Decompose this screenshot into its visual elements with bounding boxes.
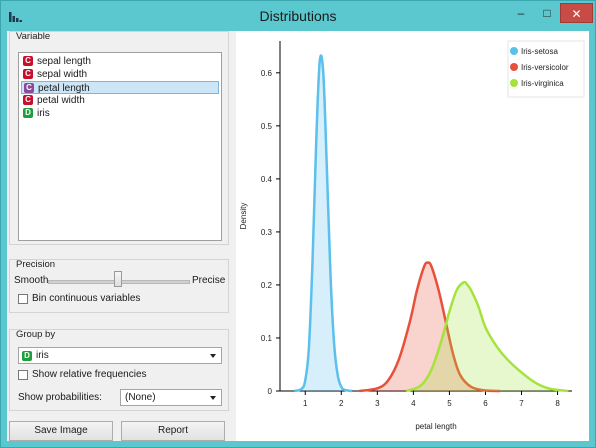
show-probabilities-label: Show probabilities: (18, 392, 102, 403)
title-bar[interactable]: Distributions – □ ✕ (1, 1, 595, 31)
y-tick-label: 0.1 (261, 334, 273, 343)
x-tick-label: 8 (555, 399, 560, 408)
plot-area[interactable]: 0 0.1 0.2 0.3 0.4 0.5 0.6 1 2 3 4 5 6 7 8 petal length D… (236, 31, 589, 441)
series-line-1 (359, 261, 500, 393)
x-tick-label: 3 (375, 399, 380, 408)
legend-marker (510, 63, 518, 71)
report-button[interactable]: Report (121, 421, 225, 441)
relative-frequencies-checkbox[interactable] (18, 370, 28, 380)
x-tick-label: 4 (411, 399, 416, 408)
window-title: Distributions (259, 8, 337, 24)
smooth-label: Smooth (14, 275, 49, 286)
bin-continuous-checkbox[interactable] (18, 294, 28, 304)
chevron-down-icon (210, 354, 216, 358)
series-area-0 (294, 55, 353, 391)
continuous-variable-icon: C (23, 56, 33, 66)
variable-item-petal-width[interactable]: C petal width (21, 94, 219, 107)
y-axis-label: Density (239, 203, 248, 230)
variable-item-iris[interactable]: D iris (21, 107, 219, 120)
y-tick-label: 0.6 (261, 69, 273, 78)
maximize-button[interactable]: □ (543, 6, 551, 20)
variable-item-label: sepal width (37, 69, 88, 80)
y-tick-label: 0.2 (261, 281, 273, 290)
x-axis-label: petal length (415, 422, 456, 431)
variable-item-petal-length[interactable]: C petal length (21, 81, 219, 94)
legend-label: Iris-setosa (521, 47, 558, 56)
legend-label: Iris-versicolor (521, 63, 569, 72)
continuous-variable-icon: C (24, 83, 34, 93)
legend-marker (510, 79, 518, 87)
variable-item-label: petal width (37, 95, 85, 106)
minimize-button[interactable]: – (517, 6, 525, 20)
discrete-variable-icon: D (23, 108, 33, 118)
legend-marker (510, 47, 518, 55)
client-area: Variable C sepal length C sepal width C … (7, 31, 589, 441)
y-tick-label: 0.4 (261, 175, 273, 184)
variable-item-label: sepal length (37, 56, 91, 67)
variable-item-sepal-width[interactable]: C sepal width (21, 68, 219, 81)
variable-list[interactable]: C sepal length C sepal width C petal len… (18, 52, 222, 241)
legend-box (507, 40, 585, 98)
series-area-1 (359, 262, 500, 391)
series-area-2 (406, 282, 569, 391)
x-tick-label: 2 (339, 399, 344, 408)
x-tick-label: 1 (303, 399, 308, 408)
show-probabilities-select[interactable]: (None) (120, 389, 222, 406)
variable-item-sepal-length[interactable]: C sepal length (21, 55, 219, 68)
series-line-0 (294, 54, 353, 393)
continuous-variable-icon: C (23, 95, 33, 105)
group-by-value: iris (36, 350, 49, 361)
precision-group-title: Precision (16, 259, 56, 270)
series-line-2 (405, 280, 569, 393)
y-tick-label: 0.3 (261, 228, 273, 237)
continuous-variable-icon: C (23, 69, 33, 79)
variable-group: Variable C sepal length C sepal width C … (9, 31, 229, 245)
save-image-button[interactable]: Save Image (9, 421, 113, 441)
y-tick-label: 0.5 (261, 122, 273, 131)
chevron-down-icon (210, 396, 216, 400)
precision-slider-handle[interactable] (114, 271, 122, 287)
legend-label: Iris-virginica (521, 79, 564, 88)
precise-label: Precise (192, 275, 226, 286)
discrete-variable-icon: D (22, 351, 32, 361)
group-by-group: Group by D iris Show relative frequencie… (9, 329, 229, 411)
precision-group: Precision Smooth Precise Bin continuous … (9, 259, 229, 313)
density-chart[interactable]: 0 0.1 0.2 0.3 0.4 0.5 0.6 1 2 3 4 5 6 7 8 petal length D… (236, 31, 589, 441)
group-by-select[interactable]: D iris (18, 347, 222, 364)
relative-frequencies-label: Show relative frequencies (32, 369, 147, 380)
x-tick-label: 6 (483, 399, 488, 408)
y-tick-label: 0 (268, 387, 273, 396)
x-tick-label: 5 (447, 399, 452, 408)
close-button[interactable]: ✕ (560, 3, 593, 23)
x-tick-label: 7 (519, 399, 524, 408)
variable-group-title: Variable (16, 31, 51, 42)
group-by-title: Group by (16, 329, 56, 340)
variable-item-label: iris (37, 108, 50, 119)
bin-continuous-label: Bin continuous variables (32, 293, 141, 304)
show-probabilities-value: (None) (125, 392, 156, 403)
variable-item-label: petal length (38, 83, 90, 94)
app-icon (9, 12, 22, 22)
